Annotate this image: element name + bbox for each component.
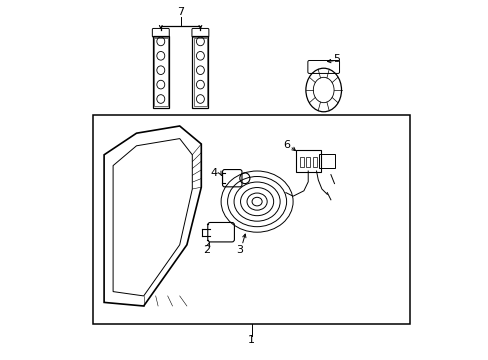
Text: 1: 1 [248, 335, 255, 345]
Bar [192, 36, 208, 108]
Bar [312, 157, 316, 167]
Bar [154, 38, 167, 106]
Text: 6: 6 [282, 140, 289, 150]
Bar [93, 115, 409, 324]
Bar [299, 157, 303, 167]
Bar [152, 36, 168, 108]
Text: 5: 5 [332, 54, 339, 64]
Text: 7: 7 [177, 6, 184, 17]
Bar [194, 38, 207, 106]
Text: 3: 3 [236, 245, 243, 255]
Text: 2: 2 [203, 245, 210, 255]
Text: 4: 4 [210, 168, 217, 178]
Bar [305, 157, 310, 167]
